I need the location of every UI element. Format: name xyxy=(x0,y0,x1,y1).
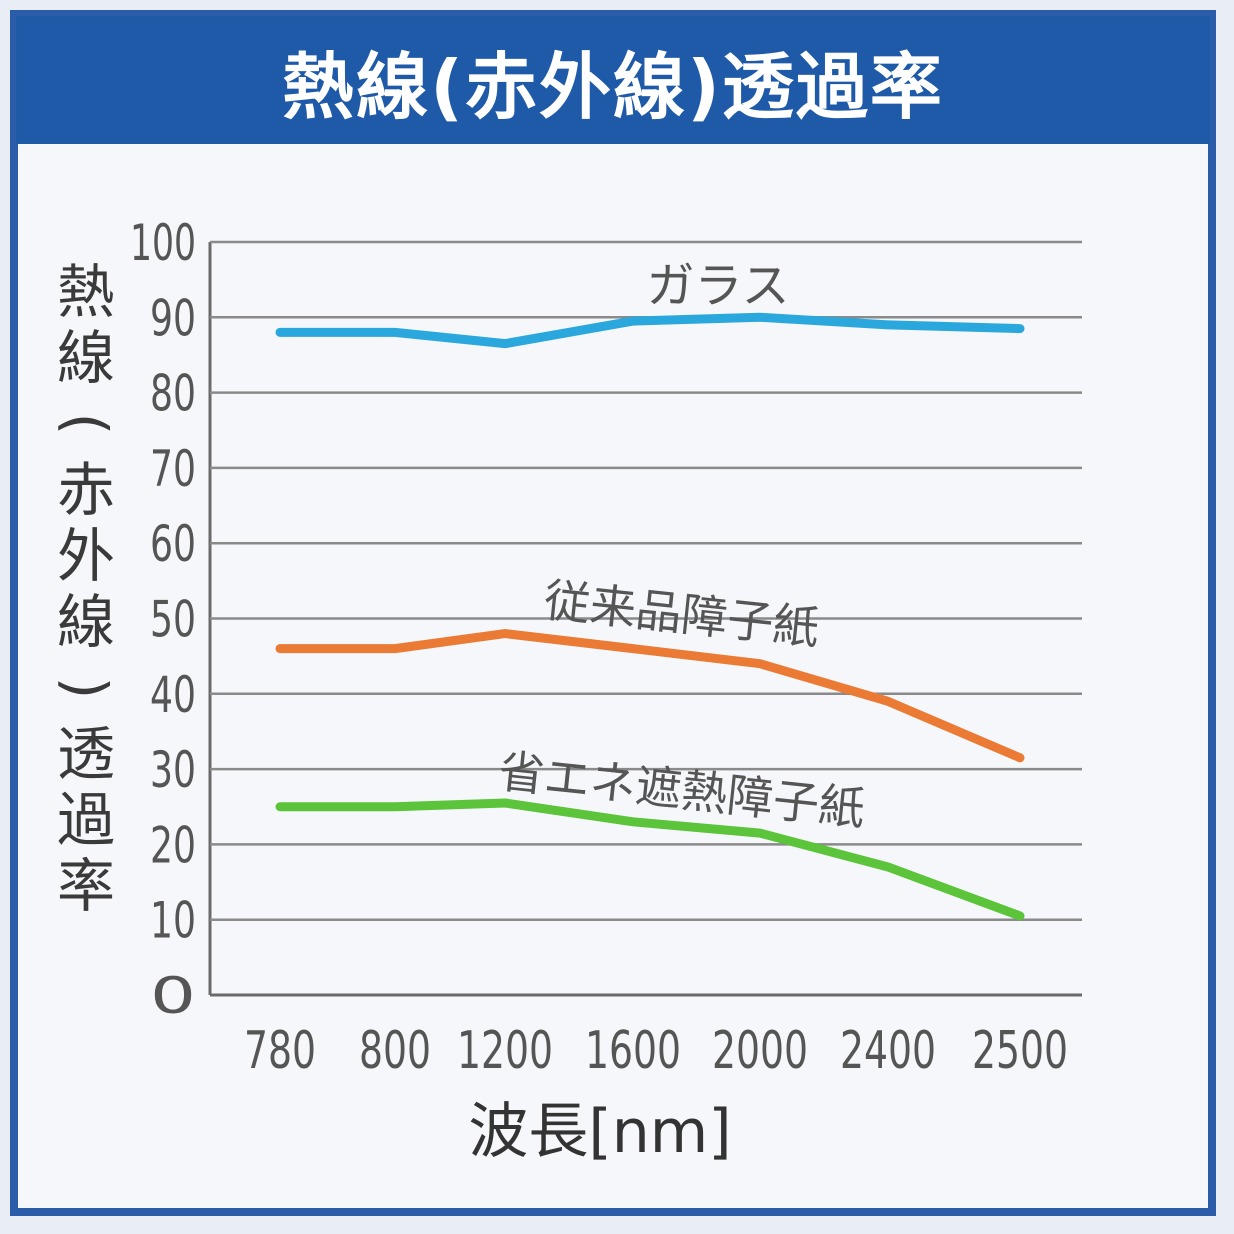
y-tick-label: 30 xyxy=(150,741,196,799)
y-axis-label-char: 外 xyxy=(57,522,115,590)
x-tick-label: 1200 xyxy=(457,1021,553,1081)
series-label: ガラス xyxy=(646,258,789,314)
y-axis-label-char: 透 xyxy=(57,720,115,788)
y-tick-label: 10 xyxy=(150,892,196,950)
x-tick-label: 800 xyxy=(359,1021,431,1081)
series-line xyxy=(275,312,1025,349)
y-axis-label-char: 線 xyxy=(57,588,115,656)
x-tick-label: 780 xyxy=(244,1021,316,1081)
header-banner: 熱線(赤外線)透過率 xyxy=(16,16,1210,144)
y-tick-label: 100 xyxy=(130,214,196,272)
y-tick-label: 40 xyxy=(150,666,196,724)
chart-title: 熱線(赤外線)透過率 xyxy=(282,44,944,129)
y-axis-label-char: ) xyxy=(52,677,120,700)
y-axis-label-char: 過 xyxy=(57,786,115,854)
y-tick-label: 70 xyxy=(150,440,196,498)
series-line xyxy=(275,798,1025,921)
x-tick-label: 2400 xyxy=(840,1021,936,1081)
y-tick-label: 20 xyxy=(150,816,196,874)
y-tick-label: 60 xyxy=(150,515,196,573)
x-tick-label: 2000 xyxy=(712,1021,808,1081)
y-axis-label-char: 線 xyxy=(57,324,115,392)
y-tick-label: 80 xyxy=(150,365,196,423)
y-tick-label: 0 xyxy=(150,967,196,1025)
y-tick-label: 50 xyxy=(150,591,196,649)
y-axis-label-char: 率 xyxy=(57,852,115,920)
y-axis-label-char: 熱 xyxy=(57,258,115,326)
x-tick-label: 2500 xyxy=(972,1021,1068,1081)
y-axis-label-char: ( xyxy=(52,413,120,436)
y-axis-label-char: 赤 xyxy=(57,456,115,524)
x-axis-label: 波長[nm] xyxy=(468,1097,731,1167)
series-line xyxy=(275,629,1025,763)
x-tick-label: 1600 xyxy=(585,1021,681,1081)
y-tick-label: 90 xyxy=(150,289,196,347)
